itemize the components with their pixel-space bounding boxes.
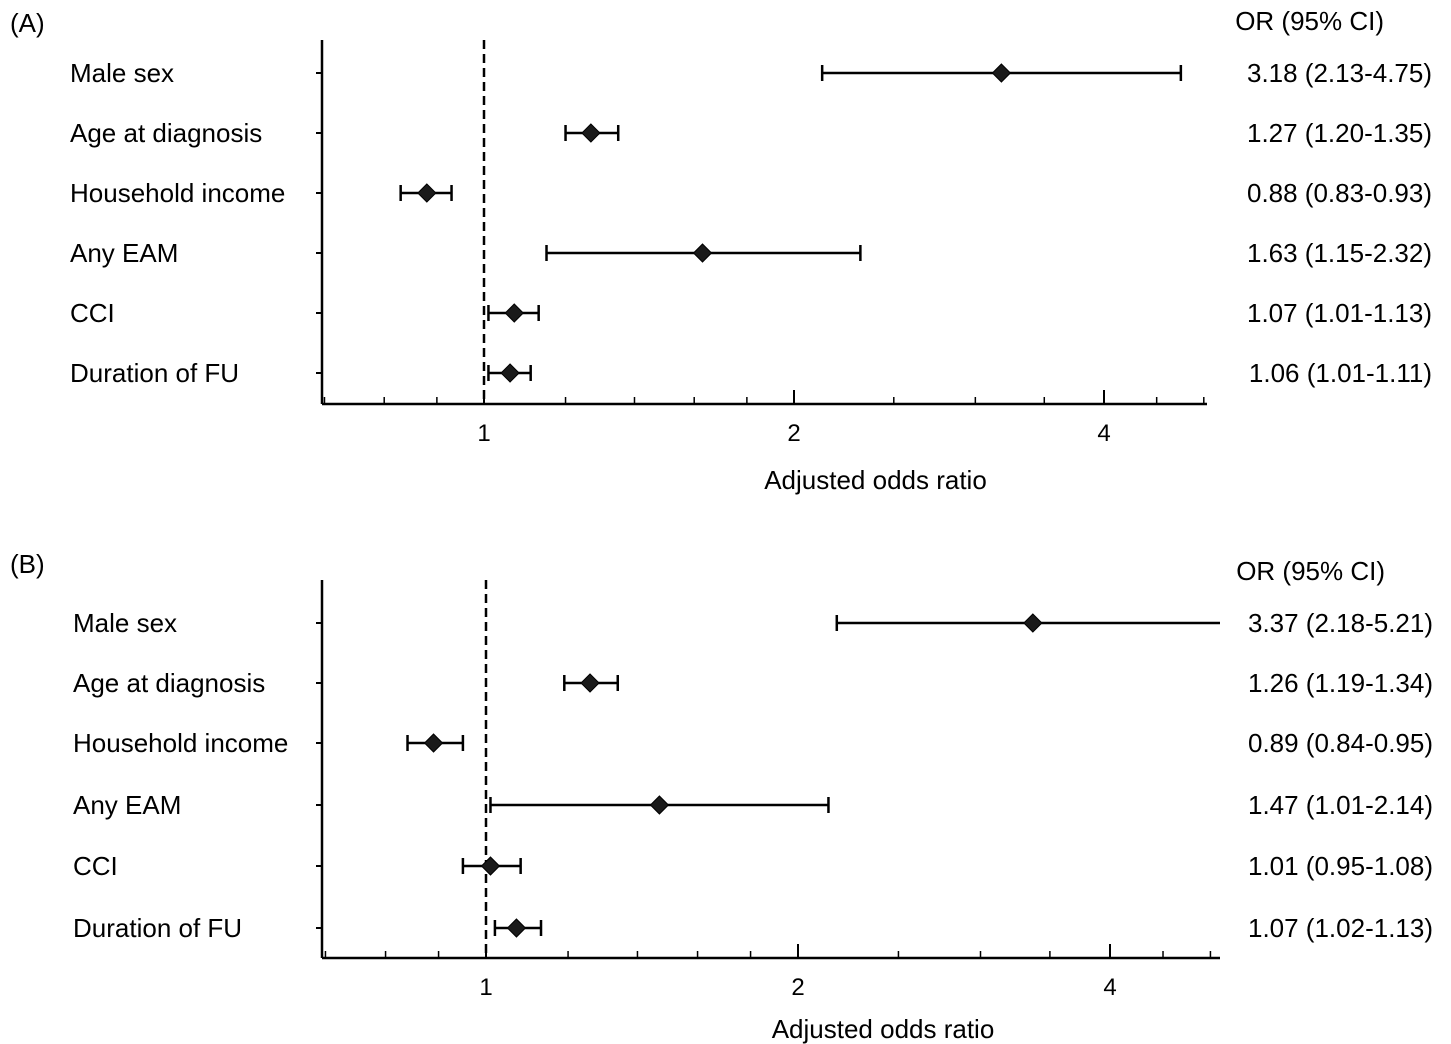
point-estimate — [504, 303, 524, 323]
or-header: OR (95% CI) — [1235, 6, 1384, 36]
x-tick-label: 2 — [791, 974, 804, 1001]
or-ci-text: 1.06 (1.01-1.11) — [1249, 358, 1432, 388]
row-label: Age at diagnosis — [73, 668, 265, 698]
or-ci-text: 1.27 (1.20-1.35) — [1247, 118, 1432, 148]
point-estimate — [692, 243, 713, 263]
or-ci-text: 1.01 (0.95-1.08) — [1248, 851, 1433, 881]
row-label: Male sex — [70, 58, 174, 88]
or-ci-text: 3.18 (2.13-4.75) — [1247, 58, 1432, 88]
point-estimate — [480, 856, 501, 876]
point-estimate — [649, 795, 670, 815]
x-tick-label: 4 — [1097, 420, 1110, 447]
point-estimate — [506, 918, 527, 938]
x-tick-label: 1 — [479, 974, 492, 1001]
or-ci-text: 0.89 (0.84-0.95) — [1248, 728, 1433, 758]
panel-label: (A) — [10, 8, 45, 38]
point-estimate — [500, 363, 520, 383]
point-estimate — [581, 123, 601, 143]
point-estimate — [580, 673, 600, 693]
point-estimate — [423, 733, 444, 753]
row-label: Any EAM — [73, 790, 181, 820]
or-ci-text: 1.26 (1.19-1.34) — [1248, 668, 1433, 698]
or-ci-text: 1.63 (1.15-2.32) — [1247, 238, 1432, 268]
x-axis-label: Adjusted odds ratio — [764, 465, 987, 495]
row-label: Duration of FU — [73, 913, 242, 943]
panel-label: (B) — [10, 549, 45, 579]
x-axis-label: Adjusted odds ratio — [772, 1014, 995, 1044]
row-label: Male sex — [73, 608, 177, 638]
or-ci-text: 1.07 (1.02-1.13) — [1248, 913, 1433, 943]
or-ci-text: 1.47 (1.01-2.14) — [1248, 790, 1433, 820]
x-tick-label: 2 — [787, 420, 800, 447]
row-label: Duration of FU — [70, 358, 239, 388]
row-label: CCI — [70, 298, 115, 328]
or-ci-text: 1.07 (1.01-1.13) — [1247, 298, 1432, 328]
x-tick-label: 1 — [477, 420, 490, 447]
or-ci-text: 3.37 (2.18-5.21) — [1248, 608, 1433, 638]
row-label: Age at diagnosis — [70, 118, 262, 148]
row-label: Household income — [70, 178, 285, 208]
or-header: OR (95% CI) — [1236, 556, 1385, 586]
point-estimate — [991, 63, 1012, 83]
point-estimate — [417, 183, 437, 203]
row-label: Any EAM — [70, 238, 178, 268]
x-tick-label: 4 — [1103, 974, 1116, 1001]
row-label: Household income — [73, 728, 288, 758]
row-label: CCI — [73, 851, 118, 881]
point-estimate — [1023, 613, 1043, 633]
or-ci-text: 0.88 (0.83-0.93) — [1247, 178, 1432, 208]
